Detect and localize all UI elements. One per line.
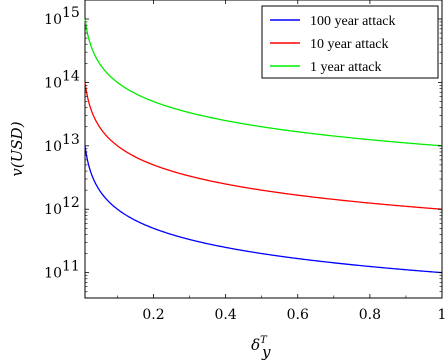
x-tick-label: 0.2 [142, 307, 164, 323]
x-axis-label: δT y [251, 335, 271, 361]
series-lines [84, 18, 443, 274]
plot-area [84, 0, 443, 299]
y-tick-label: 10 [44, 139, 62, 155]
y-tick-label: 10 [44, 202, 62, 218]
svg-text:δT: δT [251, 335, 268, 354]
series-line-1 [84, 145, 443, 274]
x-tick-label: 0.8 [359, 307, 381, 323]
y-tick-label-exponent: 12 [62, 195, 80, 211]
y-tick-label: 10 [44, 12, 62, 28]
axis-ticks [85, 0, 443, 299]
x-axis-label-sub: y [261, 343, 271, 361]
x-axis-label-sup: T [260, 335, 268, 346]
y-tick-label: 10 [44, 75, 62, 91]
legend: 100 year attack 10 year attack 1 year atta… [261, 5, 439, 79]
legend-label-3: 1 year attack [310, 60, 382, 75]
x-tick-label: 1 [438, 307, 446, 323]
y-tick-label-exponent: 11 [62, 259, 80, 275]
x-tick-label: 0.6 [287, 307, 309, 323]
legend-label-2: 10 year attack [310, 37, 389, 52]
x-tick-label: 0.4 [215, 307, 237, 323]
y-tick-label-exponent: 15 [62, 5, 80, 21]
x-tick-labels: 0.2 0.4 0.6 0.8 1 [142, 307, 446, 323]
x-axis-label-symbol: δ [251, 336, 260, 354]
y-axis-label: v(USD) [8, 121, 26, 176]
y-tick-label-exponent: 13 [62, 132, 80, 148]
y-tick-label-exponent: 14 [62, 68, 80, 84]
series-line-2 [84, 82, 443, 210]
y-tick-label: 10 [44, 266, 62, 282]
series-line-3 [84, 18, 443, 147]
legend-label-1: 100 year attack [310, 14, 396, 29]
